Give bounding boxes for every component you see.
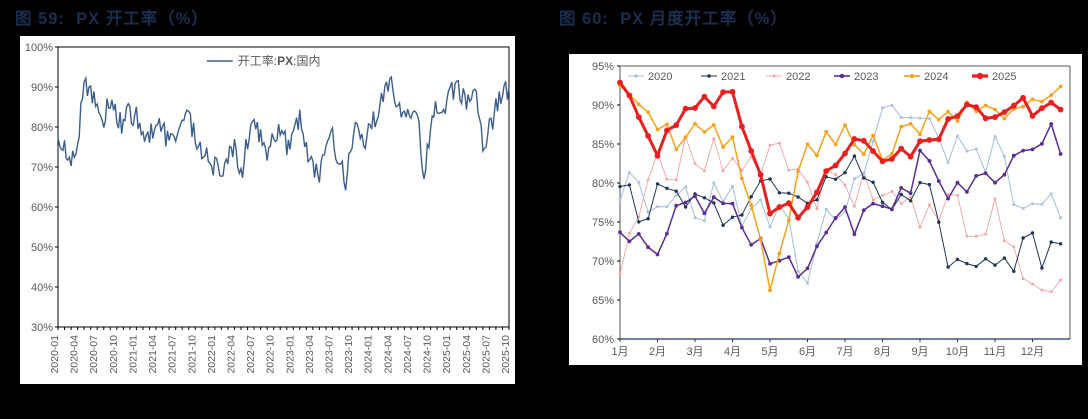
svg-text:75%: 75% [592,217,614,229]
svg-text:2020-10: 2020-10 [108,335,120,374]
svg-text:4月: 4月 [724,346,741,358]
svg-text:2024-01: 2024-01 [363,335,375,374]
svg-text:2023-01: 2023-01 [284,335,296,374]
svg-text:2025-04: 2025-04 [461,335,473,374]
svg-text:2022-10: 2022-10 [265,335,277,374]
svg-text:2021: 2021 [721,71,745,83]
svg-text:2020-07: 2020-07 [88,335,100,374]
svg-text:2022-01: 2022-01 [206,335,218,374]
svg-text:65%: 65% [592,295,614,307]
svg-text:2021-01: 2021-01 [127,335,139,374]
svg-text:5月: 5月 [761,346,778,358]
svg-text:2月: 2月 [649,346,666,358]
svg-text:2020-04: 2020-04 [69,335,81,374]
svg-text:85%: 85% [592,139,614,151]
svg-text:8月: 8月 [874,346,891,358]
svg-text:40%: 40% [31,282,53,294]
svg-text:2021-10: 2021-10 [186,335,198,374]
svg-text:2020-01: 2020-01 [49,335,61,374]
svg-text:3月: 3月 [686,346,703,358]
svg-text:60%: 60% [31,202,53,214]
svg-text:100%: 100% [25,42,53,54]
svg-text:90%: 90% [592,100,614,112]
svg-text:2024: 2024 [924,71,948,83]
svg-text:11月: 11月 [984,346,1006,358]
svg-text:1月: 1月 [611,346,628,358]
svg-text:7月: 7月 [836,346,853,358]
svg-text:2022-04: 2022-04 [226,335,238,374]
svg-text:2024-10: 2024-10 [422,335,434,374]
svg-text:2023-07: 2023-07 [324,335,336,374]
svg-text:50%: 50% [31,242,53,254]
svg-text:80%: 80% [592,178,614,190]
svg-text:2024-07: 2024-07 [402,335,414,374]
svg-text:2024-04: 2024-04 [382,335,394,374]
svg-text:2023: 2023 [854,71,878,83]
svg-text:2022: 2022 [786,71,810,83]
svg-text:90%: 90% [31,82,53,94]
svg-text:10月: 10月 [946,346,969,358]
svg-text:2023-04: 2023-04 [304,335,316,374]
svg-text:开工率:PX:国内: 开工率:PX:国内 [238,53,321,68]
svg-text:60%: 60% [592,334,614,346]
svg-text:2025-07: 2025-07 [480,335,492,374]
svg-text:2021-04: 2021-04 [147,335,159,374]
svg-text:2021-07: 2021-07 [167,335,179,374]
svg-text:30%: 30% [31,322,53,334]
svg-text:2020: 2020 [648,71,672,83]
svg-text:2025-01: 2025-01 [441,335,453,374]
svg-text:2025: 2025 [992,71,1016,83]
svg-text:2022-07: 2022-07 [245,335,257,374]
svg-text:95%: 95% [592,61,614,73]
svg-text:70%: 70% [592,256,614,268]
svg-text:9月: 9月 [911,346,928,358]
svg-text:70%: 70% [31,162,53,174]
svg-text:80%: 80% [31,122,53,134]
svg-text:12月: 12月 [1021,346,1044,358]
svg-text:2025-10: 2025-10 [500,335,512,374]
svg-text:2023-10: 2023-10 [343,335,355,374]
svg-text:6月: 6月 [799,346,816,358]
